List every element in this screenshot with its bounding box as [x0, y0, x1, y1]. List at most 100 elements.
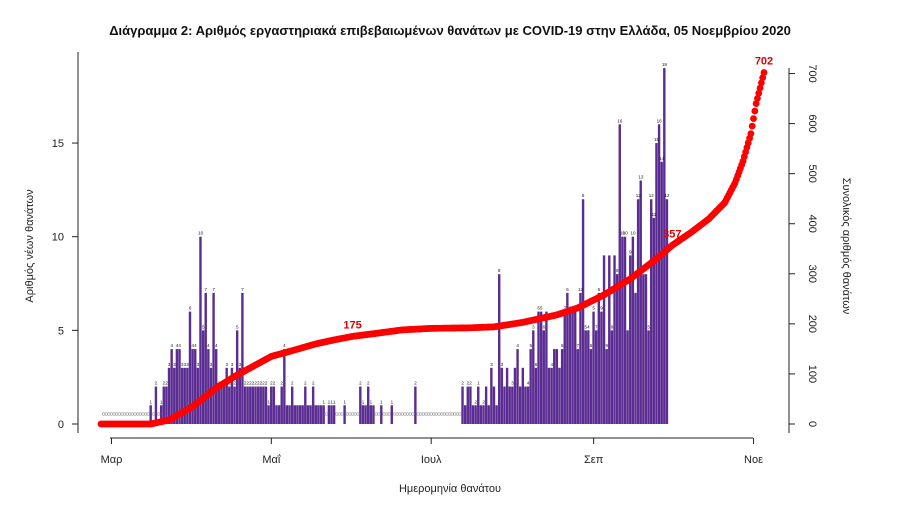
bar: [532, 330, 535, 424]
bar-label: 9: [611, 324, 614, 329]
zero-marker: [408, 412, 412, 416]
bar: [657, 124, 661, 425]
cumulative-point: [760, 69, 768, 76]
bar: [592, 311, 595, 424]
bar: [327, 405, 331, 424]
bar-label: 2: [257, 381, 260, 386]
bar: [285, 405, 289, 424]
bar: [243, 386, 247, 424]
bar: [201, 330, 205, 424]
zero-marker: [432, 412, 436, 416]
y2-tick-label: 400: [806, 215, 818, 233]
x-tick-label: Σεπ: [584, 454, 604, 466]
bar-label: 14: [659, 156, 665, 161]
zero-marker: [133, 412, 137, 416]
bar-label: 2: [260, 381, 263, 386]
bar: [479, 405, 483, 424]
zero-marker: [447, 412, 452, 416]
zero-marker: [403, 412, 407, 416]
zero-marker: [112, 412, 116, 416]
x-tick-label: Μαρ: [101, 454, 123, 466]
zero-marker: [424, 412, 428, 416]
bar-label: 4: [550, 362, 553, 367]
bar: [194, 349, 197, 424]
cumulative-label: 702: [755, 56, 773, 68]
x-tick-label: Νοε: [744, 454, 763, 466]
bar-label: 2: [270, 381, 273, 386]
bar-label: 6: [561, 343, 564, 348]
bar: [304, 386, 307, 424]
bar: [511, 386, 514, 424]
bar: [623, 236, 627, 424]
bar: [550, 367, 553, 424]
bar-label: 10: [623, 231, 629, 236]
bar: [188, 311, 192, 424]
bar: [495, 405, 498, 424]
bar-label: 12: [578, 287, 584, 292]
bar: [154, 386, 158, 424]
bar-label: 3: [184, 362, 187, 367]
bar: [634, 292, 637, 424]
bar: [621, 236, 624, 424]
bar: [233, 386, 236, 424]
bar: [293, 405, 297, 424]
bar: [534, 367, 538, 424]
bar: [576, 349, 580, 424]
bar: [319, 405, 323, 424]
bar: [665, 199, 669, 424]
bar-label: 5: [530, 343, 533, 348]
bar: [173, 367, 176, 424]
bar: [267, 405, 270, 424]
daily-bars: [149, 68, 669, 425]
bar: [463, 405, 467, 424]
bar: [369, 405, 373, 424]
zero-marker: [387, 412, 391, 416]
bar-label: 4: [587, 324, 590, 329]
cumulative-point: [747, 130, 755, 138]
bar: [542, 330, 545, 424]
bar: [296, 405, 299, 424]
y-tick-label: 0: [58, 419, 64, 431]
bar: [487, 405, 490, 424]
zero-marker: [122, 412, 127, 416]
bar-label: 3: [490, 362, 493, 367]
zero-marker: [151, 412, 156, 416]
bar-label: 3: [173, 362, 176, 367]
bar: [220, 386, 223, 424]
bar-label: 3: [186, 362, 189, 367]
bar-label: 2: [165, 381, 168, 386]
bar-label: 3: [226, 362, 229, 367]
bar: [191, 349, 194, 424]
bar: [280, 386, 283, 424]
bar: [539, 311, 543, 424]
zero-marker: [437, 412, 441, 416]
x-tick-label: Μαΐ: [262, 454, 281, 466]
x-axis-label: Ημερομηνία θανάτου: [399, 483, 501, 495]
bar: [631, 236, 635, 424]
zero-marker: [125, 412, 129, 416]
bar: [563, 311, 566, 424]
bar-label: 4: [283, 343, 286, 348]
bar-label: 8: [498, 268, 501, 273]
zero-marker: [400, 412, 404, 416]
zero-marker: [353, 412, 357, 416]
bar-label: 5: [585, 324, 588, 329]
bar: [581, 199, 585, 424]
bar-label: 2: [244, 381, 247, 386]
zero-marker: [434, 412, 439, 416]
bar: [277, 405, 281, 424]
bar-label: 10: [620, 231, 626, 236]
bar-label: 11: [652, 212, 657, 217]
bar: [636, 199, 640, 424]
bar: [272, 386, 276, 424]
bar: [186, 367, 189, 424]
bar: [290, 386, 294, 424]
bar-label: 2: [367, 381, 370, 386]
bar-label: 2: [254, 381, 257, 386]
bar-label: 3: [168, 362, 171, 367]
zero-marker: [115, 412, 119, 416]
bar: [574, 311, 577, 424]
bar-label: 3: [210, 362, 213, 367]
bar: [222, 386, 226, 424]
bar: [529, 349, 532, 424]
